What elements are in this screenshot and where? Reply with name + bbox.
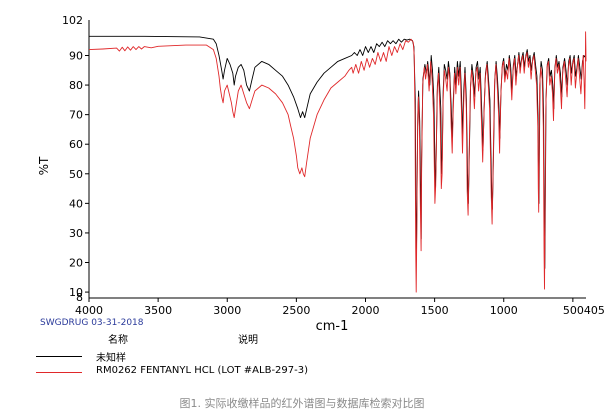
y-tick-label: 20	[69, 257, 83, 270]
x-tick-label: 3000	[213, 304, 241, 317]
legend-label-reference: RM0262 FENTANYL HCL (LOT #ALB-297-3)	[96, 365, 309, 376]
x-tick-label: 1500	[421, 304, 449, 317]
axes	[85, 20, 586, 302]
x-tick-label: 1000	[490, 304, 518, 317]
y-tick-label: 50	[69, 168, 83, 181]
figure-caption: 图1. 实际收缴样品的红外谱图与数据库检索对比图	[179, 397, 425, 410]
x-axis-label: cm-1	[316, 319, 349, 334]
legend-name-header: 名称	[108, 335, 128, 346]
legend-label-unknown: 未知样	[96, 353, 126, 364]
series-layer	[88, 31, 587, 293]
x-tick-label: 3500	[144, 304, 172, 317]
legend-swatch-reference	[36, 372, 82, 373]
y-tick-label: 40	[69, 197, 83, 210]
series-line-unknown	[89, 35, 587, 269]
y-tick-label: 60	[69, 138, 83, 151]
y-axis-label: %T	[37, 156, 51, 175]
y-tick-label: 70	[69, 109, 83, 122]
y-tick-label: 90	[69, 49, 83, 62]
y-tick-label: 10	[69, 286, 83, 299]
source-label: SWGDRUG 03-31-2018	[40, 318, 144, 328]
series-line-reference	[88, 31, 587, 293]
y-bottom-label: 8	[76, 291, 83, 304]
x-tick-label: 500405	[563, 304, 604, 317]
y-tick-label: 30	[69, 227, 83, 240]
x-tick-label: 2000	[351, 304, 379, 317]
x-tick-label: 2500	[282, 304, 310, 317]
legend-description-header: 说明	[238, 335, 258, 346]
y-tick-label: 80	[69, 79, 83, 92]
x-tick-label: 4000	[75, 304, 103, 317]
y-top-label: 102	[62, 14, 83, 27]
legend-swatch-unknown	[36, 356, 82, 357]
